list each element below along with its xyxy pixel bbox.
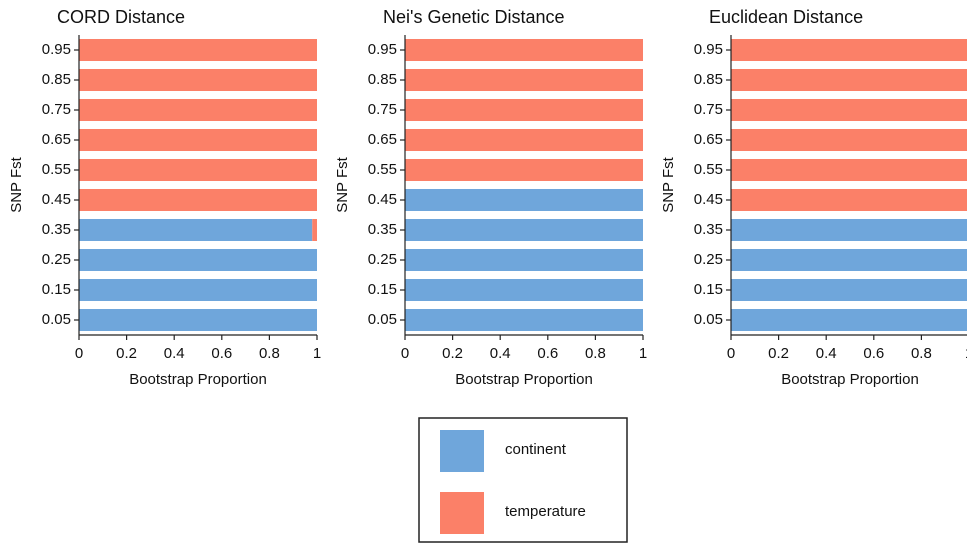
x-tick-label: 1 [639, 345, 647, 362]
x-tick-label: 0.6 [211, 345, 232, 362]
bar [79, 309, 317, 331]
y-tick-label: 0.15 [694, 281, 723, 298]
x-tick-label: 0.8 [585, 345, 606, 362]
y-tick-label: 0.95 [368, 41, 397, 58]
y-axis-label: SNP Fst [334, 156, 351, 212]
x-tick-label: 0.4 [816, 345, 837, 362]
bar [405, 189, 643, 211]
y-axis-label: SNP Fst [660, 156, 677, 212]
y-tick-label: 0.75 [42, 101, 71, 118]
bar [731, 39, 967, 61]
bar [731, 309, 967, 331]
legend-label: temperature [505, 503, 586, 520]
chart-title: Nei's Genetic Distance [383, 7, 565, 27]
bar [79, 129, 317, 151]
y-tick-label: 0.25 [368, 251, 397, 268]
y-tick-label: 0.05 [42, 311, 71, 328]
y-tick-label: 0.95 [694, 41, 723, 58]
x-tick-label: 1 [313, 345, 321, 362]
x-tick-label: 0.4 [490, 345, 511, 362]
y-tick-label: 0.95 [42, 41, 71, 58]
x-tick-label: 0 [401, 345, 409, 362]
y-tick-label: 0.45 [694, 191, 723, 208]
x-axis-label: Bootstrap Proportion [455, 371, 593, 388]
x-tick-label: 0 [75, 345, 83, 362]
bar [79, 39, 317, 61]
bar [405, 249, 643, 271]
bar [731, 129, 967, 151]
y-tick-label: 0.45 [42, 191, 71, 208]
x-axis-label: Bootstrap Proportion [781, 371, 919, 388]
y-tick-label: 0.05 [368, 311, 397, 328]
y-tick-label: 0.65 [42, 131, 71, 148]
bar [731, 249, 967, 271]
bar [405, 159, 643, 181]
bar [79, 279, 317, 301]
bar [405, 279, 643, 301]
y-tick-label: 0.35 [42, 221, 71, 238]
x-tick-label: 0.2 [116, 345, 137, 362]
y-tick-label: 0.75 [694, 101, 723, 118]
bar [79, 99, 317, 121]
bar [405, 309, 643, 331]
x-tick-label: 1 [965, 345, 967, 362]
y-tick-label: 0.55 [42, 161, 71, 178]
bar [731, 189, 967, 211]
y-tick-label: 0.15 [368, 281, 397, 298]
bar [731, 219, 967, 241]
bar [405, 99, 643, 121]
y-tick-label: 0.85 [368, 71, 397, 88]
chart-title: CORD Distance [57, 7, 185, 27]
y-tick-label: 0.65 [368, 131, 397, 148]
y-tick-label: 0.05 [694, 311, 723, 328]
bar [79, 69, 317, 91]
y-tick-label: 0.85 [42, 71, 71, 88]
bar [405, 219, 643, 241]
x-tick-label: 0.2 [768, 345, 789, 362]
bar [79, 219, 313, 241]
x-tick-label: 0.6 [537, 345, 558, 362]
x-tick-label: 0.4 [164, 345, 185, 362]
y-tick-label: 0.85 [694, 71, 723, 88]
bar [731, 279, 967, 301]
y-tick-label: 0.45 [368, 191, 397, 208]
legend-swatch [440, 430, 484, 472]
bar [405, 129, 643, 151]
bar [731, 99, 967, 121]
x-axis-label: Bootstrap Proportion [129, 371, 267, 388]
x-tick-label: 0.6 [863, 345, 884, 362]
y-tick-label: 0.75 [368, 101, 397, 118]
bar [79, 249, 317, 271]
bar [405, 69, 643, 91]
y-tick-label: 0.25 [42, 251, 71, 268]
x-tick-label: 0.8 [259, 345, 280, 362]
bar [79, 189, 317, 211]
y-axis-label: SNP Fst [8, 156, 25, 212]
bar [312, 219, 317, 241]
y-tick-label: 0.65 [694, 131, 723, 148]
x-tick-label: 0 [727, 345, 735, 362]
y-tick-label: 0.35 [694, 221, 723, 238]
y-tick-label: 0.25 [694, 251, 723, 268]
x-tick-label: 0.2 [442, 345, 463, 362]
y-tick-label: 0.55 [694, 161, 723, 178]
legend-swatch [440, 492, 484, 534]
bar [405, 39, 643, 61]
bar [731, 159, 967, 181]
chart-title: Euclidean Distance [709, 7, 863, 27]
y-tick-label: 0.35 [368, 221, 397, 238]
y-tick-label: 0.15 [42, 281, 71, 298]
y-tick-label: 0.55 [368, 161, 397, 178]
bar [79, 159, 317, 181]
x-tick-label: 0.8 [911, 345, 932, 362]
bar [731, 69, 967, 91]
legend-label: continent [505, 441, 567, 458]
